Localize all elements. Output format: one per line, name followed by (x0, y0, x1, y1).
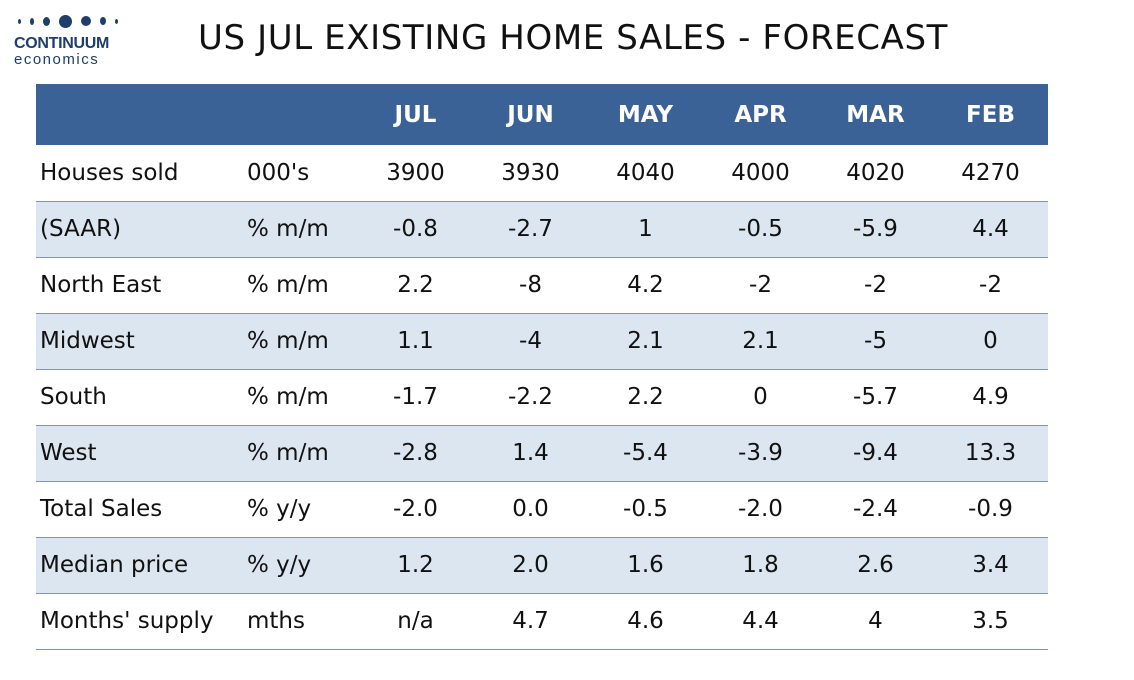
table-cell: -8 (473, 257, 588, 314)
row-unit: mths (243, 593, 358, 650)
table-cell: 1.4 (473, 425, 588, 482)
table-row: (SAAR)% m/m -0.8 -2.7 1 -0.5 -5.9 4.4 (36, 201, 1048, 258)
row-unit: 000's (243, 145, 358, 202)
table-cell: 1.2 (358, 537, 473, 594)
table-cell: 1 (588, 201, 703, 258)
table-cell: 4000 (703, 145, 818, 202)
row-unit: % m/m (243, 425, 358, 482)
table-cell: -4 (473, 313, 588, 370)
table-row: West% m/m -2.8 1.4 -5.4 -3.9 -9.4 13.3 (36, 425, 1048, 482)
row-label: South (36, 369, 243, 426)
header-cell-blank (243, 84, 358, 145)
row-unit: % m/m (243, 313, 358, 370)
table-cell: -2 (818, 257, 933, 314)
table-cell: 13.3 (933, 425, 1048, 482)
column-header-jun: JUN (507, 101, 554, 128)
row-label: Midwest (36, 313, 243, 370)
table-cell: 2.6 (818, 537, 933, 594)
column-header-apr: APR (734, 101, 787, 128)
table-cell: 0 (703, 369, 818, 426)
table-cell: n/a (358, 593, 473, 650)
table-cell: 1.6 (588, 537, 703, 594)
column-header-jul: JUL (394, 101, 437, 128)
continuum-logo: CONTINUUM economics (14, 14, 134, 74)
table-row: Median price% y/y 1.2 2.0 1.6 1.8 2.6 3.4 (36, 537, 1048, 594)
row-label: North East (36, 257, 243, 314)
table-cell: -1.7 (358, 369, 473, 426)
table-cell: 3.5 (933, 593, 1048, 650)
column-header-feb: FEB (966, 101, 1015, 128)
table-cell: 2.2 (358, 257, 473, 314)
table-row: South% m/m -1.7 -2.2 2.2 0 -5.7 4.9 (36, 369, 1048, 426)
table-cell: 0 (933, 313, 1048, 370)
table-cell: 4.6 (588, 593, 703, 650)
table-cell: -0.8 (358, 201, 473, 258)
table-cell: -2.2 (473, 369, 588, 426)
table-cell: 4.2 (588, 257, 703, 314)
table-cell: -2.0 (358, 481, 473, 538)
row-unit: % y/y (243, 537, 358, 594)
table-body: Houses sold 000's 3900 3930 4040 4000 4020 4270… (36, 145, 1048, 650)
table-row: Total Sales% y/y -2.0 0.0 -0.5 -2.0 -2.4 -0.9 (36, 481, 1048, 538)
header-cell-blank (36, 84, 243, 145)
row-label: Median price (36, 537, 243, 594)
table-cell: 2.0 (473, 537, 588, 594)
page-title: US JUL EXISTING HOME SALES - FORECAST (198, 18, 948, 58)
column-header-mar: MAR (846, 101, 905, 128)
table-cell: 4020 (818, 145, 933, 202)
table-cell: -3.9 (703, 425, 818, 482)
row-label: Houses sold (36, 145, 243, 202)
table-cell: -5 (818, 313, 933, 370)
table-row: Midwest% m/m 1.1 -4 2.1 2.1 -5 0 (36, 313, 1048, 370)
row-label: West (36, 425, 243, 482)
table-cell: -2.4 (818, 481, 933, 538)
table-cell: -0.5 (703, 201, 818, 258)
table-cell: 4270 (933, 145, 1048, 202)
row-unit: % m/m (243, 369, 358, 426)
table-cell: 3930 (473, 145, 588, 202)
table-row: Months' supply mths n/a 4.7 4.6 4.4 4 3.5 (36, 593, 1048, 650)
table-cell: 4.4 (933, 201, 1048, 258)
table-cell: 3.4 (933, 537, 1048, 594)
table-cell: -2.8 (358, 425, 473, 482)
row-label: Total Sales (36, 481, 243, 538)
table-cell: 0.0 (473, 481, 588, 538)
table-cell: 4040 (588, 145, 703, 202)
forecast-table: JUL JUN MAY APR MAR FEB Houses sold 000's 3900 3… (36, 84, 1048, 650)
logo-dots-icon (14, 14, 134, 28)
table-cell: -5.9 (818, 201, 933, 258)
table-cell: -2 (703, 257, 818, 314)
table-cell: 2.1 (588, 313, 703, 370)
table-cell: 3900 (358, 145, 473, 202)
table-cell: -0.5 (588, 481, 703, 538)
table-cell: 4.4 (703, 593, 818, 650)
table-cell: -2.7 (473, 201, 588, 258)
table-cell: -0.9 (933, 481, 1048, 538)
table-row: Houses sold 000's 3900 3930 4040 4000 4020 4270 (36, 145, 1048, 202)
table-cell: 2.1 (703, 313, 818, 370)
table-cell: 1.8 (703, 537, 818, 594)
table-cell: -5.4 (588, 425, 703, 482)
row-label: Months' supply (36, 593, 243, 650)
table-row: North East% m/m 2.2 -8 4.2 -2 -2 -2 (36, 257, 1048, 314)
table-cell: -9.4 (818, 425, 933, 482)
table-cell: 4.9 (933, 369, 1048, 426)
table-cell: 1.1 (358, 313, 473, 370)
table-cell: -2.0 (703, 481, 818, 538)
table-cell: 2.2 (588, 369, 703, 426)
table-cell: -5.7 (818, 369, 933, 426)
row-label: (SAAR) (36, 201, 243, 258)
row-unit: % m/m (243, 201, 358, 258)
column-header-may: MAY (617, 101, 674, 128)
table-cell: -2 (933, 257, 1048, 314)
table-cell: 4.7 (473, 593, 588, 650)
table-cell: 4 (818, 593, 933, 650)
row-unit: % m/m (243, 257, 358, 314)
logo-name: CONTINUUM (14, 35, 110, 52)
table-header-row: JUL JUN MAY APR MAR FEB (36, 84, 1048, 145)
row-unit: % y/y (243, 481, 358, 538)
logo-sub: economics (14, 51, 100, 68)
